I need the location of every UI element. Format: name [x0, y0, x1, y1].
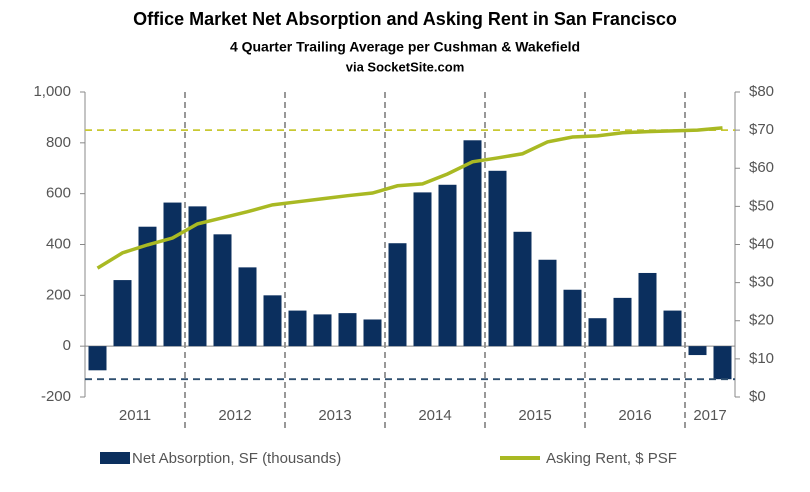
y-tick-label: 0 [63, 337, 71, 354]
line [96, 126, 723, 270]
bar [288, 310, 307, 347]
x-group-label: 2016 [618, 407, 651, 424]
y2-tick-label: $30 [749, 274, 774, 291]
bar [213, 234, 232, 347]
bar [338, 313, 357, 347]
x-group-label: 2012 [218, 407, 251, 424]
bar [713, 346, 732, 380]
y-tick-label: 600 [46, 185, 71, 202]
bar [563, 289, 582, 347]
bar [463, 140, 482, 347]
y2-tick-label: $80 [749, 83, 774, 100]
bar [88, 346, 107, 371]
x-group-label: 2017 [693, 407, 726, 424]
bar [513, 231, 532, 347]
y-tick-label: 800 [46, 134, 71, 151]
bar [438, 184, 457, 347]
bar [363, 319, 382, 347]
bar [238, 267, 257, 347]
y-tick-label: 1,000 [33, 83, 71, 100]
chart-title: Office Market Net Absorption and Asking … [133, 9, 677, 29]
legend-label: Asking Rent, $ PSF [546, 450, 677, 467]
x-group-label: 2015 [518, 407, 551, 424]
legend-swatch [100, 452, 130, 464]
legend-label: Net Absorption, SF (thousands) [132, 450, 341, 467]
bar [638, 272, 657, 347]
y-tick-label: 200 [46, 286, 71, 303]
bar [588, 318, 607, 347]
y2-tick-label: $40 [749, 235, 774, 252]
y2-tick-label: $0 [749, 388, 766, 405]
bar [688, 346, 707, 356]
bar [163, 202, 182, 347]
x-group-label: 2011 [119, 407, 151, 424]
bar [188, 206, 207, 347]
y2-tick-label: $70 [749, 121, 774, 138]
bar [413, 192, 432, 347]
bar [538, 259, 557, 347]
y2-tick-label: $10 [749, 350, 774, 367]
bar [663, 310, 682, 347]
chart-source: via SocketSite.com [346, 59, 465, 74]
bar [388, 243, 407, 347]
y-tick-label: 400 [46, 235, 71, 252]
y2-tick-label: $60 [749, 159, 774, 176]
y2-tick-label: $20 [749, 312, 774, 329]
bar [313, 314, 332, 347]
x-group-label: 2013 [318, 407, 351, 424]
x-group-label: 2014 [418, 407, 451, 424]
bar [113, 280, 132, 347]
bar [613, 297, 632, 347]
bar [263, 295, 282, 347]
bar [488, 170, 507, 347]
y2-tick-label: $50 [749, 197, 774, 214]
chart-subtitle: 4 Quarter Trailing Average per Cushman &… [230, 39, 580, 55]
y-tick-label: -200 [41, 388, 71, 405]
bar [138, 226, 157, 347]
